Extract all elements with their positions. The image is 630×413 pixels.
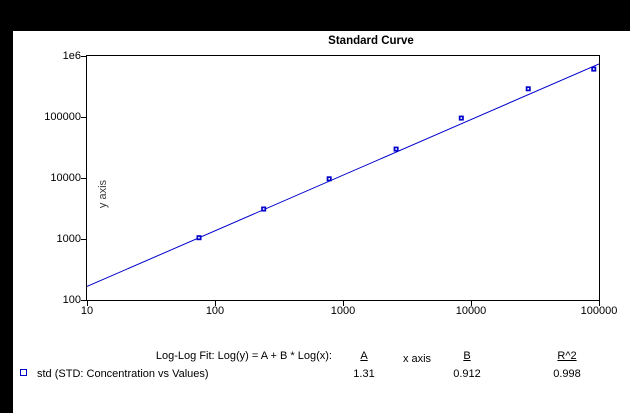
x-tick-mark xyxy=(599,300,600,306)
fit-column-header-a: A xyxy=(360,350,368,362)
x-tick-label: 1000 xyxy=(330,305,356,317)
legend-square-marker-icon xyxy=(20,369,27,376)
x-axis-title: x axis xyxy=(402,353,432,365)
fit-value-r2: 0.998 xyxy=(553,368,581,380)
y-tick-mark xyxy=(81,56,87,57)
fit-line xyxy=(87,63,599,287)
plot-canvas xyxy=(87,63,599,287)
data-point-marker-center xyxy=(262,208,265,210)
x-tick-mark xyxy=(471,300,472,306)
data-point-marker-center xyxy=(395,148,397,150)
x-tick-mark xyxy=(87,300,88,306)
x-tick-label: 100000 xyxy=(580,305,618,317)
x-tick-mark xyxy=(343,300,344,306)
y-tick-label: 100000 xyxy=(44,111,81,123)
legend-series-label: std (STD: Concentration vs Values) xyxy=(37,368,209,380)
y-tick-label: 100 xyxy=(62,294,81,306)
chart-title: Standard Curve xyxy=(328,35,414,47)
y-tick-mark xyxy=(81,117,87,118)
x-tick-label: 100 xyxy=(205,305,225,317)
legend-row: std (STD: Concentration vs Values) xyxy=(20,368,209,380)
fit-column-header-b: B xyxy=(463,350,471,362)
x-tick-label: 10000 xyxy=(455,305,487,317)
fit-value-a: 1.31 xyxy=(353,368,375,380)
y-tick-mark xyxy=(81,178,87,179)
y-tick-label: 1e6 xyxy=(62,50,81,62)
fit-equation-label: Log-Log Fit: Log(y) = A + B * Log(x): xyxy=(155,350,332,362)
y-axis-title: y axis xyxy=(97,179,109,209)
x-tick-mark xyxy=(215,300,216,306)
x-tick-label: 10 xyxy=(80,305,94,317)
y-tick-label: 1000 xyxy=(56,233,81,245)
data-point-marker-center xyxy=(592,68,595,70)
chart-panel: Standard Curve 1e6 100000 10000 1000 100 10 10… xyxy=(13,31,630,413)
data-point-marker-center xyxy=(527,87,530,90)
plot-area: 1e6 100000 10000 1000 100 10 100 1000 10000 10000… xyxy=(44,51,617,366)
data-point-marker-center xyxy=(460,117,463,119)
y-tick-label: 10000 xyxy=(50,172,81,184)
fit-value-b: 0.912 xyxy=(453,368,481,380)
data-point-marker-center xyxy=(328,178,330,180)
y-tick-mark xyxy=(81,239,87,240)
y-tick-mark xyxy=(81,300,87,301)
data-point-marker-center xyxy=(198,236,200,239)
fit-column-header-r2: R^2 xyxy=(557,350,577,362)
